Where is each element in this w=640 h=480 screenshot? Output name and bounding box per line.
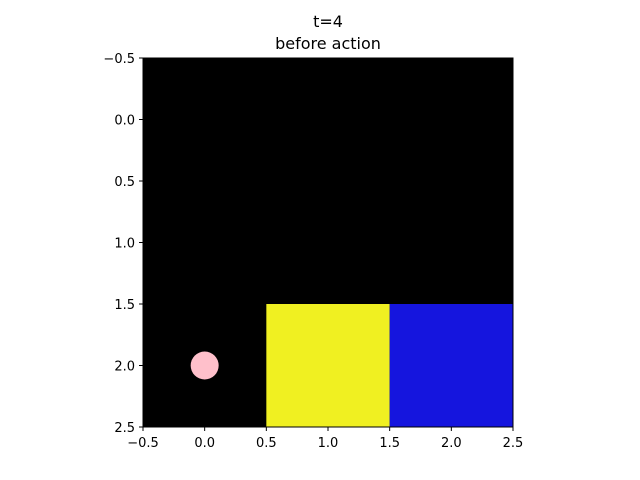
x-tick-label: 1.5 xyxy=(379,436,400,451)
x-tick-label: 0.0 xyxy=(194,436,215,451)
title-line-1: t=4 xyxy=(313,12,343,31)
x-tick-label: −0.5 xyxy=(127,436,159,451)
cell-yellow xyxy=(266,304,390,427)
y-tick-label: 1.5 xyxy=(114,298,135,313)
y-tick-label: −0.5 xyxy=(103,52,135,67)
y-tick-label: 1.0 xyxy=(114,237,135,252)
y-tick-label: 2.0 xyxy=(114,360,135,375)
y-tick-label: 0.0 xyxy=(114,114,135,129)
x-tick-label: 2.5 xyxy=(503,436,524,451)
x-tick-label: 2.0 xyxy=(441,436,462,451)
y-axis: −0.5 0.0 0.5 1.0 1.5 2.0 2.5 xyxy=(103,52,143,436)
x-axis: −0.5 0.0 0.5 1.0 1.5 2.0 2.5 xyxy=(127,427,523,451)
x-tick-label: 1.0 xyxy=(318,436,339,451)
grid-world-plot xyxy=(142,57,514,428)
grid-cells xyxy=(266,304,513,427)
cell-blue xyxy=(389,304,513,427)
y-tick-label: 0.5 xyxy=(114,175,135,190)
title-line-2: before action xyxy=(275,34,381,53)
agent-marker xyxy=(190,351,219,380)
y-tick-label: 2.5 xyxy=(114,421,135,436)
x-tick-label: 0.5 xyxy=(256,436,277,451)
